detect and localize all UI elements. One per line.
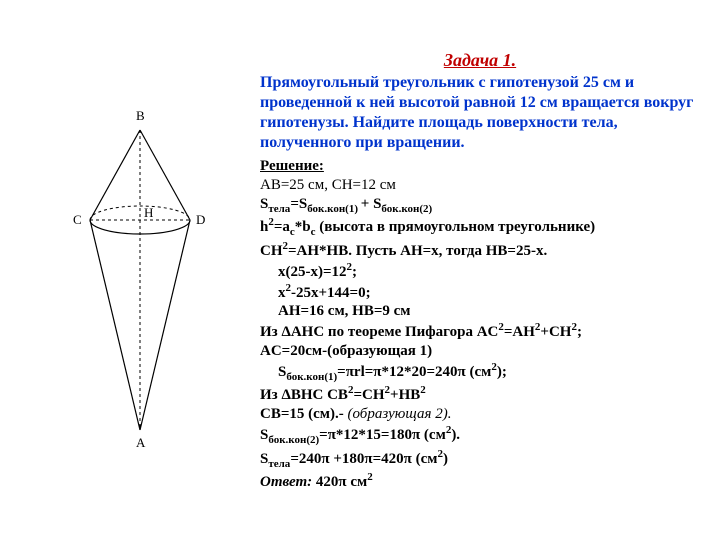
t: =πrl=π*12*20=240π (см [337,364,491,380]
t: ; [577,324,582,340]
t: + S [361,196,382,212]
page: B A C D H Задача 1. Прямоугольный треуго… [0,0,720,540]
s-cone2: Sбок.кон(2)=π*12*15=180π (см2). [260,424,700,448]
t: =π*12*15=180π (см [319,427,446,443]
bicone-diagram [20,120,260,460]
t: AH=16 см, HB=9 см [278,303,411,319]
t: =240π +180π=420π (см [290,451,437,467]
edge-AD [140,220,190,430]
problem-title: Задача 1. [260,50,700,71]
t: CH [260,243,283,259]
t: 420π см [312,474,367,490]
t: *b [295,219,311,235]
eq1: x(25-x)=122; [260,261,700,282]
t: Из ΔBHC CB [260,387,348,403]
height-formula: h2=ac*bc (высота в прямоугольном треугол… [260,216,700,240]
cb-result: CB=15 (см).- (образующая 2). [260,405,700,424]
label-A: A [136,435,145,451]
t: CB=15 (см).- [260,406,348,422]
t: =a [274,219,290,235]
t: =CH [353,387,384,403]
solution-heading: Решение: [260,157,700,176]
t: бок.кон(2) [268,434,319,446]
edge-BC [90,130,140,220]
t: +HB [390,387,420,403]
t: =AH*HB. Пусть AH=x, тогда HB=25-x. [288,243,547,259]
t: (высота в прямоугольном треугольнике) [316,219,596,235]
t: x(25-x)=12 [278,264,347,280]
label-C: C [73,212,82,228]
label-D: D [196,212,205,228]
problem-statement: Прямоугольный треугольник с гипотенузой … [260,73,700,153]
text-column: Задача 1. Прямоугольный треугольник с ги… [260,50,700,520]
s-total: Sтела=240π +180π=420π (см2) [260,448,700,472]
pythagoras-ac: Из ΔAHC по теореме Пифагора AC2=AH2+CH2; [260,321,700,342]
ac-result: AC=20см-(образующая 1) [260,342,700,361]
t: тела [268,203,290,215]
t: AC=20см-(образующая 1) [260,343,432,359]
t: +CH [540,324,571,340]
t: бок.кон(2) [381,203,432,215]
eq2: x2-25x+144=0; [260,282,700,303]
t: ); [497,364,507,380]
label-H: H [144,205,153,221]
formula-area-total: Sтела=Sбок.кон(1) + Sбок.кон(2) [260,195,700,217]
s-cone1: Sбок.кон(1)=πrl=π*12*20=240π (см2); [260,361,700,385]
t: бок.кон(1) [286,371,337,383]
eq3: AH=16 см, HB=9 см [260,302,700,321]
t: ; [352,264,357,280]
diagram-column: B A C D H [20,50,260,520]
label-B: B [136,108,145,124]
t: x [278,285,286,301]
t: =AH [504,324,535,340]
t: =S [290,196,307,212]
t: бок.кон(1) [307,203,361,215]
t: тела [268,458,290,470]
ch-squared: CH2=AH*HB. Пусть AH=x, тогда HB=25-x. [260,240,700,261]
t: ). [451,427,460,443]
pythagoras-cb: Из ΔBHC CB2=CH2+HB2 [260,384,700,405]
t: Ответ: [260,474,312,490]
t: -25x+144=0; [291,285,371,301]
t: (образующая 2). [348,406,452,422]
edge-AC [90,220,140,430]
answer: Ответ: 420π см2 [260,471,700,492]
t: Из ΔAHC по теореме Пифагора AC [260,324,498,340]
given-line: AB=25 см, CH=12 см [260,176,700,195]
t: ) [443,451,448,467]
